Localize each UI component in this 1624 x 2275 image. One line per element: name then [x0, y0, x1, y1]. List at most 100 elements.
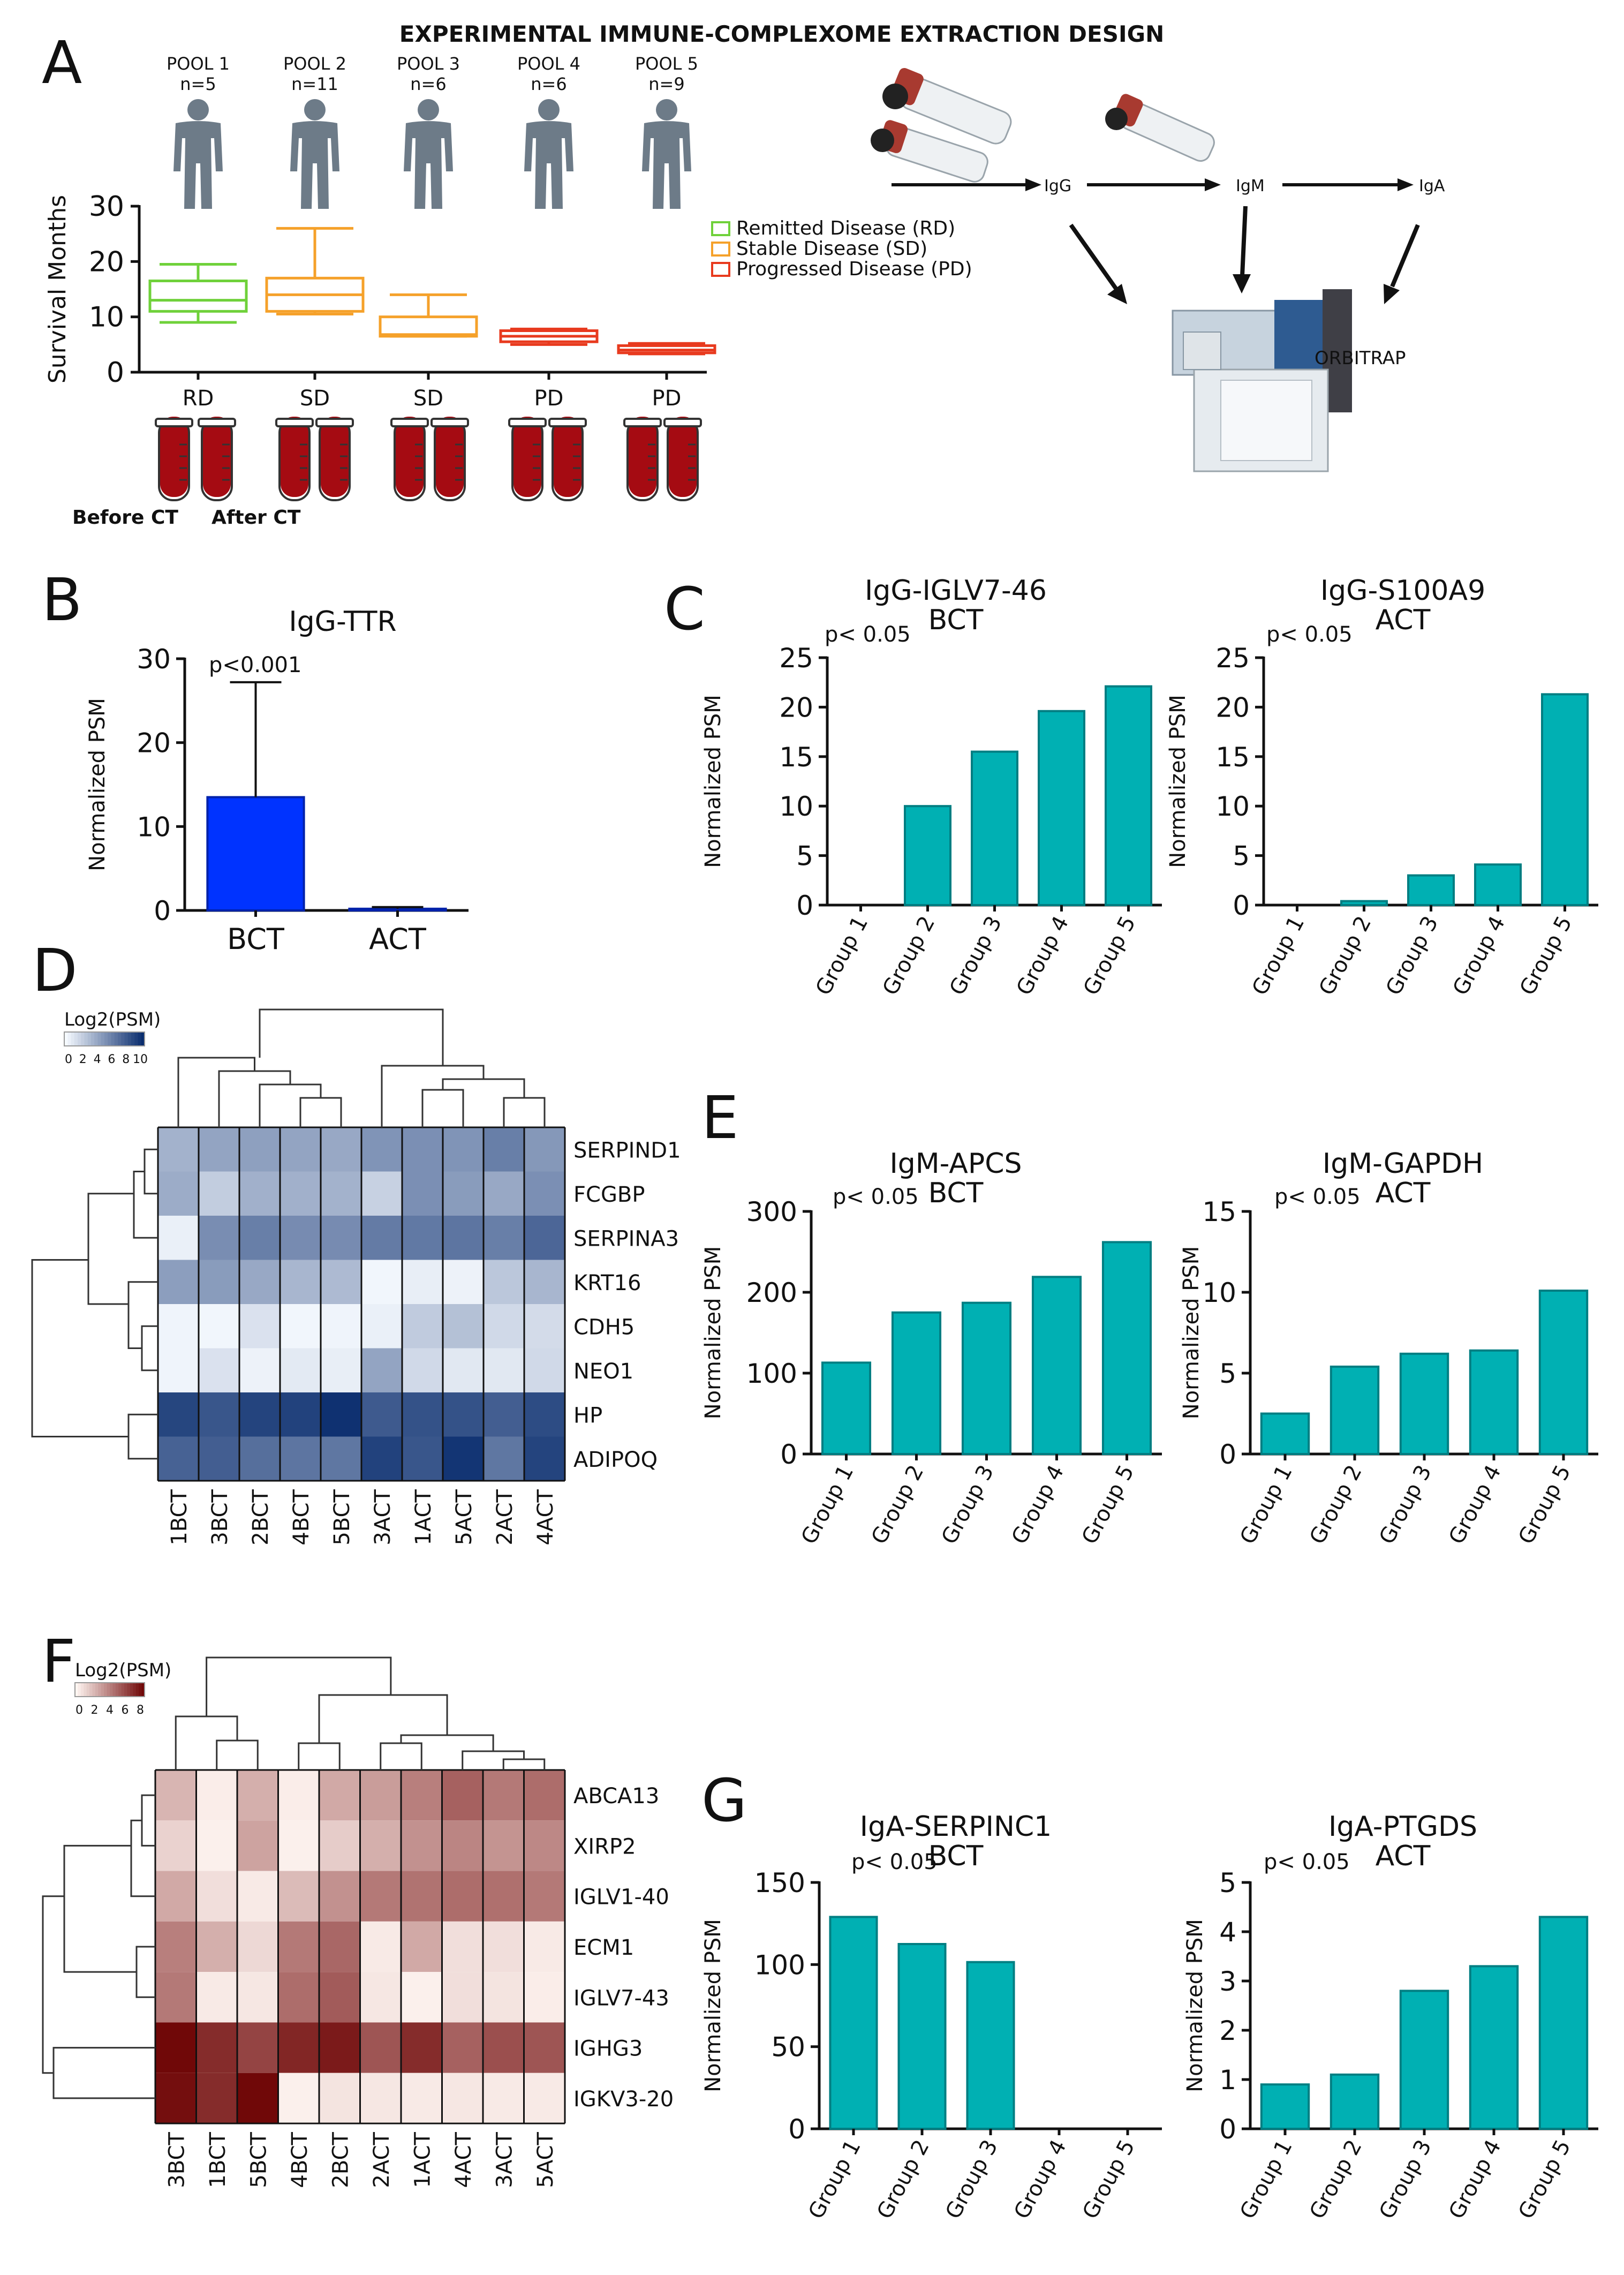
blood-tube-icon [663, 417, 702, 501]
column-dendrogram [298, 1742, 341, 1770]
heatmap-cell [321, 1171, 361, 1216]
heatmap-cell [196, 1770, 237, 1821]
legend-gradient [118, 1683, 122, 1697]
person-icon [173, 99, 223, 209]
bar [1330, 2073, 1380, 2130]
x-tick-label: Group 2 [878, 912, 940, 999]
heatmap-cell [155, 1770, 197, 1821]
heatmap-cell [361, 1304, 402, 1349]
person-head [538, 99, 560, 120]
tube-rim [623, 418, 662, 427]
y-tick-label: 0 [107, 357, 124, 389]
legend-gradient [131, 1032, 135, 1046]
x-tick-label: Group 2 [1315, 912, 1377, 999]
heatmap-cell [158, 1127, 199, 1172]
y-tick-label: 4 [1219, 1917, 1236, 1948]
panel-label-d: D [32, 936, 78, 1005]
legend-title: Log2(PSM) [64, 1009, 161, 1030]
heatmap-cell [319, 2022, 360, 2073]
heatmap-cell [237, 1770, 278, 1821]
heatmap-cell [443, 1127, 484, 1172]
heatmap-cell [524, 1871, 565, 1922]
survival-boxplot: 0 10 20 30 Survival Months RD SD SD PD PD [44, 191, 716, 411]
legend-gradient [110, 1683, 114, 1697]
blood-tube-icon [155, 417, 193, 501]
column-dendrogram [318, 1694, 448, 1743]
heatmap-cell [442, 2022, 483, 2073]
column-dendrogram [299, 1097, 342, 1127]
heatmap-cell [483, 1921, 524, 1972]
heatmap-cell [442, 2073, 483, 2123]
heatmap-cell [524, 1304, 565, 1349]
heatmap-cell [484, 1216, 524, 1260]
column-dendrogram [442, 1078, 525, 1098]
panel-label-c: C [664, 575, 705, 643]
tube-blood [669, 417, 697, 497]
y-tick-label: 300 [746, 1196, 797, 1227]
heatmap-cell [199, 1216, 239, 1260]
heatmap-cell [321, 1127, 361, 1172]
legend-gradient [118, 1032, 122, 1046]
heatmap-cell [158, 1304, 199, 1349]
pool-name: POOL 1 [167, 54, 230, 74]
heatmap-cell [402, 1304, 443, 1349]
y-tick-label: 3 [1219, 1966, 1236, 1997]
bar [1469, 1965, 1519, 2130]
legend-tick-label: 10 [133, 1053, 148, 1066]
heatmap-column-label: 2BCT [248, 1489, 273, 1545]
heatmap-column-label: 3ACT [371, 1489, 395, 1545]
heatmap-cell [401, 1820, 442, 1871]
panel-label-a: A [42, 28, 82, 97]
heatmap-cell [239, 1392, 280, 1437]
y-tick-label: 200 [746, 1277, 797, 1308]
heatmap-cell [155, 2073, 197, 2123]
heatmap-cell [196, 1921, 237, 1972]
chart-subtitle: ACT [1376, 1177, 1431, 1209]
heatmap-cell [401, 1921, 442, 1972]
heatmap-cell [483, 1871, 524, 1922]
tube-rim [198, 418, 236, 427]
x-tick-label: Group 4 [1448, 912, 1510, 999]
heatmap-cell [360, 1972, 401, 2023]
box-iqr [148, 280, 248, 313]
tube-rim [430, 418, 469, 427]
workflow-diagram: IgG IgM IgA ORBITRAP [871, 67, 1445, 472]
legend-gradient [127, 1032, 132, 1046]
heatmap-cell [237, 1820, 278, 1871]
tube-rim [315, 418, 354, 427]
y-tick-label: 15 [1202, 1196, 1236, 1227]
heatmap-column-label: 5BCT [330, 1489, 354, 1545]
legend-gradient [124, 1683, 128, 1697]
heatmap-cell [483, 2022, 524, 2073]
heatmap-row-label: IGLV1-40 [573, 1885, 669, 1910]
bar-chart-igg-ttr: 0 10 20 30 Normalized PSM IgG-TTR p<0.001 BCT AC… [85, 606, 469, 956]
p-value-annotation: p< 0.05 [825, 622, 911, 647]
heatmap-cell [321, 1392, 361, 1437]
heatmap-cell [402, 1436, 443, 1481]
x-tick-label: Group 2 [867, 1461, 929, 1548]
person-body [642, 121, 691, 209]
column-dendrogram [206, 1656, 392, 1716]
p-value-annotation: p< 0.05 [851, 1850, 938, 1874]
row-dendrogram [42, 1895, 64, 2074]
heatmap-cell [443, 1171, 484, 1216]
heatmap-cell [321, 1260, 361, 1304]
syringe-icon [871, 67, 1215, 183]
legend-gradient [78, 1032, 81, 1046]
y-tick-label: 1 [1219, 2065, 1236, 2096]
legend-sd: Stable Disease (SD) [736, 238, 927, 260]
column-dendrogram [503, 1097, 546, 1127]
heatmap-cell [484, 1304, 524, 1349]
legend-gradient [121, 1683, 125, 1697]
legend-tick-label: 2 [79, 1053, 87, 1066]
heatmap-cell [237, 2022, 278, 2073]
bar [1260, 1412, 1310, 1455]
y-tick-label: 0 [154, 895, 171, 926]
bar [891, 1311, 942, 1455]
heatmap-cell [361, 1348, 402, 1392]
legend-tick-label: 0 [65, 1053, 72, 1066]
heatmap-row-label: CDH5 [573, 1315, 635, 1339]
legend-gradient [75, 1683, 79, 1697]
legend-gradient [124, 1032, 129, 1046]
row-dendrogram [133, 1171, 158, 1239]
